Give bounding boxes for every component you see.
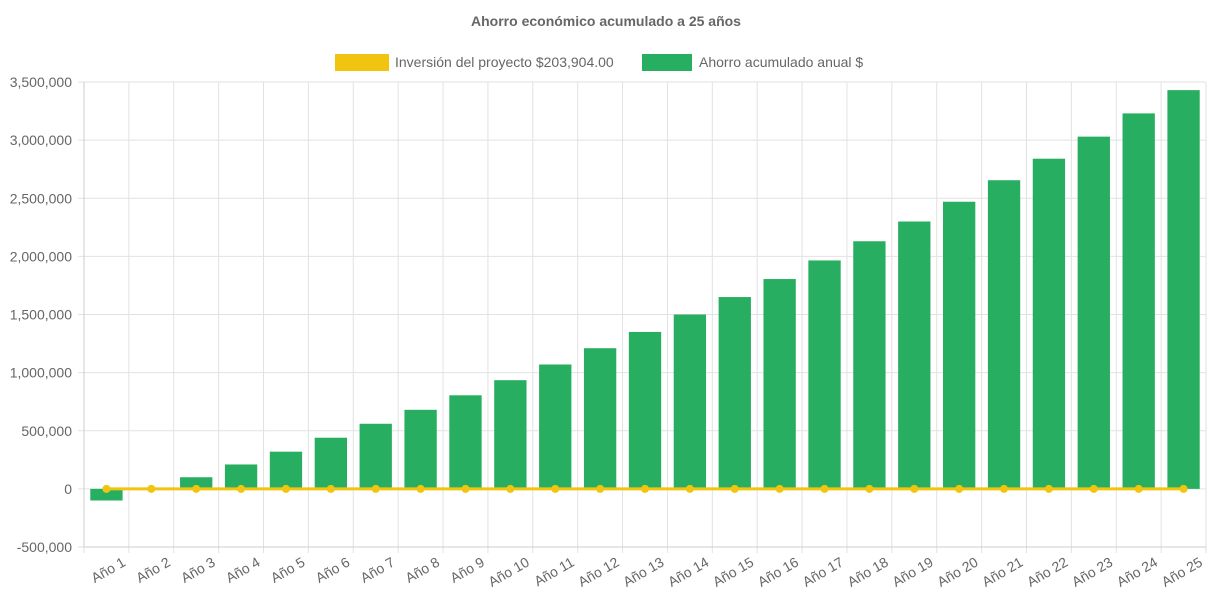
bar-savings[interactable] (1032, 158, 1066, 489)
point-investment[interactable] (192, 484, 201, 493)
bar-savings[interactable] (853, 241, 886, 489)
point-investment[interactable] (506, 484, 515, 493)
x-tick-label: Año 16 (755, 554, 802, 590)
x-tick-label: Año 8 (402, 554, 442, 586)
bar-series (90, 90, 1200, 501)
point-investment[interactable] (910, 484, 919, 493)
bar-savings[interactable] (449, 395, 482, 489)
bar-savings[interactable] (404, 409, 437, 489)
x-tick-label: Año 6 (313, 554, 353, 586)
bar-savings[interactable] (898, 221, 931, 489)
x-tick-label: Año 24 (1114, 554, 1161, 590)
y-tick-label: 2,500,000 (10, 190, 72, 206)
bar-savings[interactable] (583, 348, 617, 489)
x-tick-label: Año 10 (485, 554, 532, 590)
y-tick-label: 3,500,000 (10, 74, 72, 90)
y-tick-label: 2,000,000 (10, 248, 72, 264)
x-tick-label: Año 9 (447, 554, 487, 586)
x-tick-label: Año 3 (178, 554, 218, 586)
bar-savings[interactable] (1167, 90, 1200, 489)
point-investment[interactable] (641, 484, 649, 493)
x-tick-label: Año 23 (1069, 554, 1116, 590)
bar-savings[interactable] (1122, 113, 1155, 489)
grid-layer (78, 81, 1207, 553)
legend-label-investment[interactable]: Inversión del proyecto $203,904.00 (395, 54, 614, 70)
point-investment[interactable] (416, 484, 425, 493)
x-tick-label: Año 4 (223, 554, 263, 586)
point-investment[interactable] (461, 484, 470, 493)
y-axis-ticks: -500,000 0 500,000 1,000,000 1,500,000 2,000,… (10, 74, 73, 555)
x-tick-label: Año 12 (575, 554, 622, 590)
point-investment[interactable] (955, 484, 964, 493)
y-tick-label: 1,500,000 (10, 307, 72, 323)
point-investment[interactable] (237, 484, 246, 493)
bar-savings[interactable] (539, 364, 572, 489)
line-series (102, 484, 1188, 493)
point-investment[interactable] (1000, 484, 1009, 493)
point-investment[interactable] (685, 484, 694, 493)
x-tick-label: Año 14 (665, 554, 712, 590)
point-investment[interactable] (730, 484, 739, 493)
bar-savings[interactable] (1077, 136, 1110, 489)
x-tick-label: Año 21 (979, 554, 1026, 590)
bar-savings[interactable] (718, 297, 751, 489)
x-tick-label: Año 17 (800, 554, 847, 590)
legend-swatch-investment[interactable] (335, 54, 389, 71)
x-axis-ticks: Año 1 Año 2 Año 3 Año 4 Año 5 Año 6 Año 7 Año 8… (88, 554, 1205, 590)
bar-savings[interactable] (494, 380, 527, 489)
x-tick-label: Año 11 (531, 554, 577, 590)
bar-savings[interactable] (269, 451, 303, 489)
x-tick-label: Año 20 (934, 554, 981, 590)
point-investment[interactable] (865, 484, 874, 493)
legend-label-savings[interactable]: Ahorro acumulado anual $ (699, 54, 863, 70)
y-tick-label: 0 (64, 481, 72, 497)
bar-savings[interactable] (763, 279, 796, 489)
legend-swatch-savings[interactable] (642, 54, 692, 71)
x-tick-label: Año 2 (133, 554, 173, 586)
point-investment[interactable] (1134, 484, 1143, 493)
point-investment[interactable] (1044, 484, 1053, 493)
x-tick-label: Año 5 (268, 554, 308, 586)
bar-savings[interactable] (180, 477, 213, 489)
x-tick-label: Año 13 (620, 554, 667, 590)
bar-savings[interactable] (987, 180, 1021, 489)
x-tick-label: Año 7 (358, 554, 398, 586)
point-investment[interactable] (596, 484, 605, 493)
x-tick-label: Año 25 (1159, 554, 1206, 590)
x-tick-label: Año 19 (889, 554, 936, 590)
point-investment[interactable] (326, 484, 335, 493)
chart-title: Ahorro económico acumulado a 25 años (471, 13, 741, 29)
x-tick-label: Año 22 (1024, 554, 1071, 590)
y-tick-label: -500,000 (17, 539, 72, 555)
point-investment[interactable] (775, 484, 784, 493)
bar-savings[interactable] (90, 488, 123, 501)
y-tick-label: 3,000,000 (10, 132, 72, 148)
bar-savings[interactable] (673, 314, 707, 489)
point-investment[interactable] (102, 484, 111, 493)
point-investment[interactable] (371, 484, 380, 493)
x-tick-label: Año 1 (88, 554, 128, 586)
x-tick-label: Año 15 (710, 554, 757, 590)
x-tick-label: Año 18 (844, 554, 891, 590)
bar-savings[interactable] (628, 331, 662, 489)
point-investment[interactable] (551, 484, 560, 493)
point-investment[interactable] (1089, 484, 1098, 493)
point-investment[interactable] (820, 484, 829, 493)
bar-savings[interactable] (359, 423, 392, 489)
point-investment[interactable] (1179, 484, 1188, 493)
bar-savings[interactable] (943, 201, 976, 489)
y-tick-label: 1,000,000 (10, 365, 72, 381)
point-investment[interactable] (281, 484, 290, 493)
y-tick-label: 500,000 (21, 423, 72, 439)
point-investment[interactable] (147, 484, 156, 493)
bar-savings[interactable] (808, 260, 841, 489)
bar-savings[interactable] (224, 464, 258, 489)
legend: Inversión del proyecto $203,904.00 Ahorr… (335, 54, 863, 71)
bar-savings[interactable] (314, 437, 347, 489)
